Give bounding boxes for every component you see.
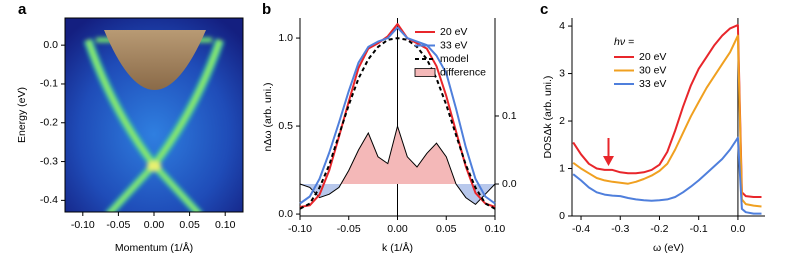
- y-tick-label: 3: [559, 67, 565, 79]
- y-tick-label: -0.1: [40, 78, 58, 90]
- x-tick-label: 0.00: [144, 219, 165, 231]
- y-tick-label: -0.3: [40, 155, 58, 167]
- panel-label: a: [18, 1, 27, 18]
- x-tick-label: -0.3: [611, 223, 629, 235]
- series-line: [299, 26, 496, 205]
- x-tick-label: -0.05: [337, 223, 361, 235]
- y2-tick-label: 0.1: [502, 110, 517, 122]
- y-tick-label: 2: [559, 115, 565, 127]
- difference-area-positive: [300, 126, 495, 185]
- y-tick-label: 0.5: [278, 120, 293, 132]
- x-tick-label: -0.10: [288, 223, 312, 235]
- legend-label: difference: [440, 66, 486, 78]
- y-tick-label: -0.2: [40, 117, 58, 129]
- y-tick-label: -0.4: [40, 194, 58, 206]
- x-tick-label: 0.05: [179, 219, 200, 231]
- x-tick-label: 0.10: [485, 223, 506, 235]
- legend-label: 20 eV: [440, 26, 467, 38]
- series-line: [299, 37, 496, 210]
- legend-swatch: [414, 68, 436, 77]
- series-line: [572, 24, 762, 198]
- x-axis-title: Momentum (1/Å): [115, 241, 193, 254]
- y-tick-label: 1.0: [278, 32, 293, 44]
- x-tick-label: -0.4: [572, 223, 590, 235]
- x-tick-label: -0.2: [650, 223, 668, 235]
- x-tick-label: 0.05: [436, 223, 457, 235]
- series-line: [572, 136, 762, 215]
- y-axis-title: Energy (eV): [16, 87, 28, 143]
- series-line: [572, 34, 762, 208]
- y2-tick-label: 0.0: [502, 178, 517, 190]
- legend-label: 33 eV: [639, 78, 666, 90]
- difference-line: [299, 124, 496, 206]
- arpes-image: [65, 18, 243, 212]
- panel-label: c: [540, 1, 548, 18]
- x-tick-label: -0.10: [71, 219, 95, 231]
- x-axis-title: ω (eV): [653, 242, 684, 254]
- y-tick-label: 0: [559, 210, 565, 222]
- x-tick-label: 0.0: [731, 223, 746, 235]
- x-tick-label: 0.10: [215, 219, 236, 231]
- y-tick-label: 0.0: [278, 208, 293, 220]
- legend-label: 30 eV: [639, 64, 666, 76]
- y-tick-label: 0.0: [43, 39, 58, 51]
- y-tick-label: 4: [559, 20, 565, 32]
- legend-label: 20 eV: [639, 51, 666, 63]
- x-tick-label: -0.05: [106, 219, 130, 231]
- annotation-arrowhead: [603, 156, 614, 166]
- x-tick-label: -0.1: [690, 223, 708, 235]
- x-axis-title: k (1/Å): [382, 241, 413, 254]
- legend-label: 33 eV: [440, 39, 467, 51]
- x-tick-label: 0.00: [387, 223, 408, 235]
- legend-label: model: [440, 53, 469, 65]
- panel-label: b: [262, 1, 271, 18]
- y-tick-label: 1: [559, 162, 565, 174]
- y-axis-title: nΔω (arb. uni.): [262, 83, 274, 152]
- y-axis-title: DOSΔk (arb. uni.): [542, 76, 554, 159]
- legend-title: hν =: [614, 36, 634, 48]
